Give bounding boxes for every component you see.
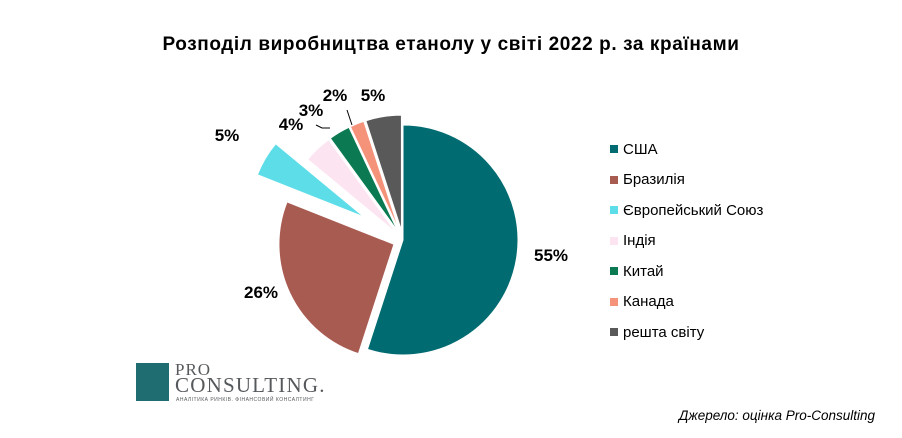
legend-label: решта світу [623, 323, 705, 341]
legend-item-1: США [610, 134, 763, 165]
logo-line2: CONSULTING. [175, 373, 326, 397]
percent-labels: 55% 26% 5% 4%3%2% 5% [215, 86, 568, 302]
legend-label: Бразилія [623, 171, 685, 189]
legend-label: Європейський Союз [623, 201, 764, 219]
pie-slice-7 [365, 114, 402, 231]
legend-item-4: Індія [610, 226, 763, 257]
pie-slice-1 [366, 124, 519, 356]
legend-label: Канада [623, 293, 674, 311]
legend: США Бразилія Європейський Союз Індія Китай Ка… [610, 134, 763, 348]
leader-lines [315, 109, 353, 129]
percent-label-1: 55% [534, 246, 568, 265]
legend-item-6: Канада [610, 287, 763, 318]
legend-swatch [610, 206, 618, 215]
pie-slice-5 [329, 126, 399, 232]
legend-swatch [610, 297, 618, 306]
legend-swatch [610, 328, 618, 337]
logo-tagline: АНАЛІТИКА РИНКІВ. ФІНАНСОВИЙ КОНСАЛТИНГ [176, 397, 315, 403]
legend-label: США [623, 140, 658, 158]
legend-swatch [610, 145, 618, 154]
percent-label-3: 5% [215, 126, 240, 145]
percent-label-2: 26% [244, 283, 278, 302]
pie-slice-2 [278, 201, 395, 355]
leader-line-6 [346, 109, 353, 126]
percent-label-7: 5% [361, 86, 386, 105]
legend-item-5: Китай [610, 256, 763, 287]
horse-logo-icon [136, 363, 169, 401]
legend-label: Китай [623, 262, 664, 280]
legend-swatch [610, 267, 618, 276]
legend-swatch [610, 175, 618, 184]
pro-consulting-logo: PRO CONSULTING. АНАЛІТИКА РИНКІВ. ФІНАНС… [136, 360, 326, 408]
legend-item-3: Європейський Союз [610, 195, 763, 226]
pie-slice-4 [306, 138, 397, 234]
legend-item-2: Бразилія [610, 165, 763, 196]
source-note: Джерело: оцінка Pro-Consulting [678, 408, 875, 423]
legend-item-7: решта світу [610, 317, 763, 348]
legend-swatch [610, 236, 618, 245]
legend-label: Індія [623, 232, 656, 250]
chart-title: Розподіл виробництва етанолу у світі 202… [162, 34, 740, 55]
percent-label-5: 3% [299, 101, 324, 120]
percent-label-4: 4% [279, 115, 304, 134]
pie-slice-6 [349, 120, 400, 231]
pie-slices [256, 114, 519, 356]
logo-line1: PRO [175, 360, 212, 379]
pie-slice-3 [256, 143, 365, 218]
leader-line-5 [315, 124, 330, 129]
percent-label-6: 2% [323, 86, 348, 105]
